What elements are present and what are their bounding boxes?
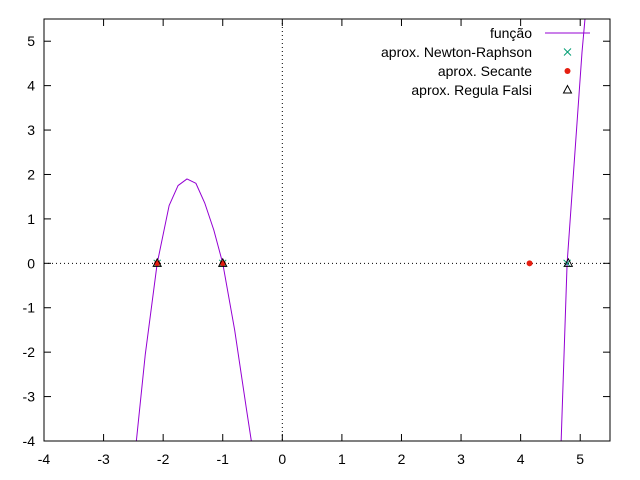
x-tick-label: -3 [97,451,110,467]
x-tick-label: 1 [338,451,346,467]
x-tick-labels: -4 -3 -2 -1 0 1 2 3 4 5 [38,451,585,467]
ticks [43,19,610,442]
y-tick-label: 0 [27,255,35,271]
x-tick-label: 3 [457,451,465,467]
legend-label: aprox. Newton-Raphson [381,44,532,60]
legend-marker [563,48,572,56]
legend-marker-stroke-b [563,48,572,56]
series-layer [135,19,586,441]
y-tick-labels: -4 -3 -2 -1 0 1 2 3 4 5 [23,33,36,449]
legend-label: aprox. Secante [438,63,532,79]
x-tick-label: -1 [217,451,230,467]
data-point [217,257,228,267]
x-tick-label: -2 [157,451,170,467]
x-tick-label: 2 [398,451,406,467]
plot-frame [43,18,611,442]
legend: função aprox. Newton-Raphson aprox. Secant… [381,25,590,98]
data-point [563,257,574,267]
y-tick-label: -1 [23,300,36,316]
y-tick-label: 2 [27,166,35,182]
legend-label: função [490,25,532,41]
legend-marker [564,68,571,74]
legend-label: aprox. Regula Falsi [411,82,532,98]
legend-entry: aprox. Newton-Raphson [381,44,572,60]
y-tick-label: 5 [27,33,35,49]
y-tick-label: -3 [23,389,36,405]
series-3 [152,257,574,267]
x-tick-label: 4 [517,451,525,467]
data-point [526,260,533,267]
x-tick-label: -4 [38,451,51,467]
series-clipped [135,19,586,441]
y-tick-label: -2 [23,344,36,360]
legend-marker [562,84,573,94]
y-tick-label: 4 [27,78,35,94]
legend-entry: aprox. Secante [438,63,571,79]
legend-entry: aprox. Regula Falsi [411,82,573,98]
data-point [152,257,163,267]
legend-entry: função [490,25,590,41]
series-line-segment [560,19,586,441]
y-tick-label: 1 [27,211,35,227]
y-tick-label: -4 [23,433,36,449]
y-tick-label: 3 [27,122,35,138]
x-tick-label: 5 [576,451,584,467]
x-tick-label: 0 [278,451,286,467]
